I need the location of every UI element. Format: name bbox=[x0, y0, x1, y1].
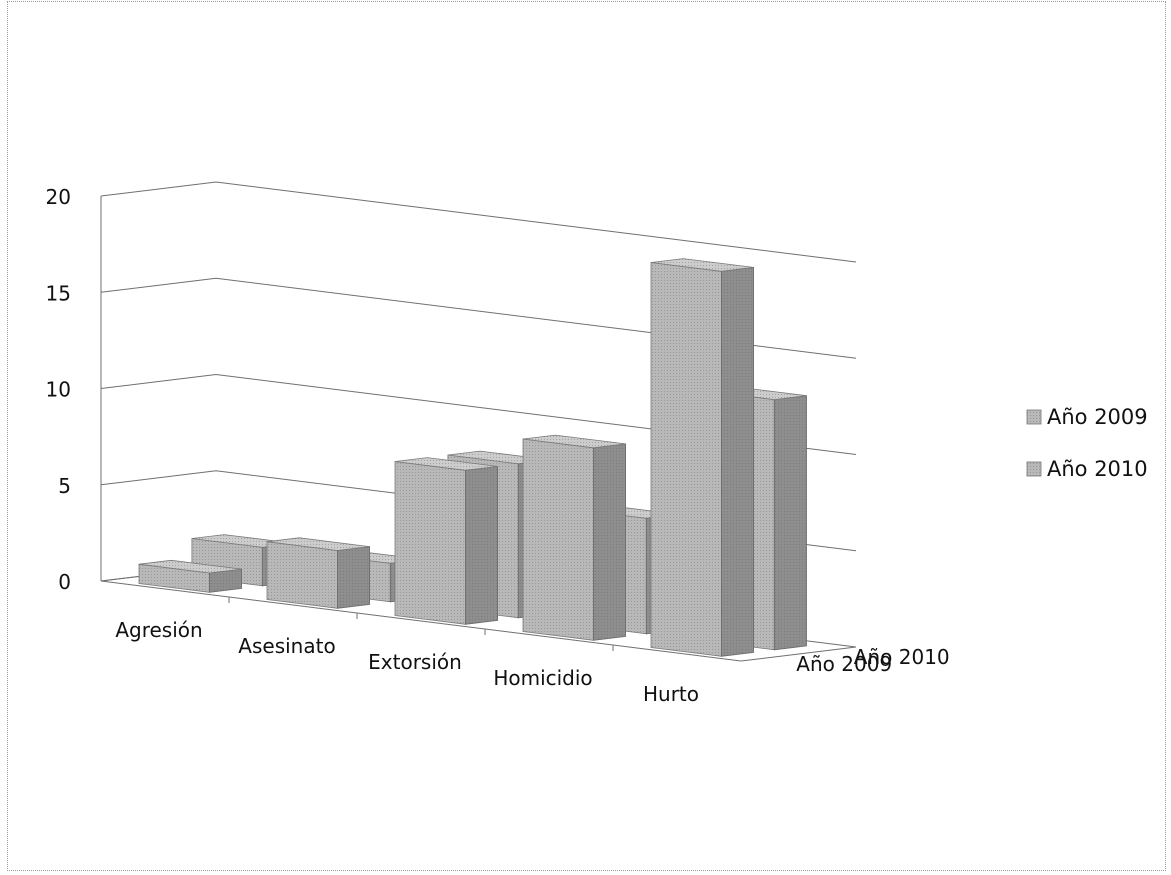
bar-top-texture bbox=[267, 537, 370, 551]
bar-top-texture bbox=[523, 435, 626, 448]
bar-ano-2009-homicidio bbox=[522, 434, 626, 641]
bar-side-texture bbox=[209, 569, 242, 593]
category-label-extorsion: Extorsión bbox=[368, 650, 462, 674]
y-axis: 0 5 10 15 20 bbox=[46, 185, 614, 651]
bar-front-texture bbox=[267, 541, 338, 609]
depth-label-ano-2010: Año 2010 bbox=[854, 645, 950, 669]
category-label-agresion: Agresión bbox=[115, 618, 202, 642]
gridline-15 bbox=[100, 277, 857, 359]
category-label-homicidio: Homicidio bbox=[493, 666, 592, 690]
bar-front-texture bbox=[523, 439, 594, 641]
depth-label-ano-2009: Año 2009 bbox=[796, 652, 892, 676]
bar-front-texture bbox=[395, 461, 466, 625]
y-tick-label-20: 20 bbox=[46, 185, 71, 209]
bar-front-texture bbox=[651, 262, 722, 657]
bar-side-texture bbox=[774, 395, 807, 650]
y-tick-label-5: 5 bbox=[58, 474, 71, 498]
legend-label-ano-2010: Año 2010 bbox=[1047, 457, 1148, 481]
x-axis-labels: Agresión Asesinato Extorsión Homicidio Hurto bbox=[115, 618, 699, 706]
category-label-asesinato: Asesinato bbox=[238, 634, 335, 658]
bar-top-texture bbox=[395, 457, 498, 471]
bar-ano-2009-agresion bbox=[138, 559, 243, 593]
bar-ano-2009-hurto bbox=[650, 258, 754, 657]
bar-side-texture bbox=[593, 443, 626, 641]
bar-top-texture bbox=[139, 560, 242, 573]
bar-side-texture bbox=[721, 267, 754, 657]
legend: Año 2009 Año 2010 bbox=[1026, 405, 1148, 481]
category-label-hurto: Hurto bbox=[643, 682, 699, 706]
floor-edge bbox=[100, 580, 857, 662]
bar-front-texture bbox=[139, 564, 210, 593]
y-tick-label-15: 15 bbox=[46, 281, 71, 305]
bar-ano-2009-extorsion bbox=[394, 457, 499, 625]
bars bbox=[138, 258, 807, 657]
gridline-20 bbox=[100, 181, 857, 263]
y-tick-label-0: 0 bbox=[58, 570, 71, 594]
bar-top-texture bbox=[651, 258, 754, 272]
bar-side-texture bbox=[465, 466, 498, 625]
gridline-10 bbox=[100, 373, 857, 455]
legend-label-ano-2009: Año 2009 bbox=[1047, 405, 1148, 429]
y-tick-label-10: 10 bbox=[46, 378, 71, 402]
bar-side-texture bbox=[337, 546, 370, 609]
bar-ano-2009-asesinato bbox=[266, 537, 371, 609]
chart-frame bbox=[7, 1, 1166, 871]
